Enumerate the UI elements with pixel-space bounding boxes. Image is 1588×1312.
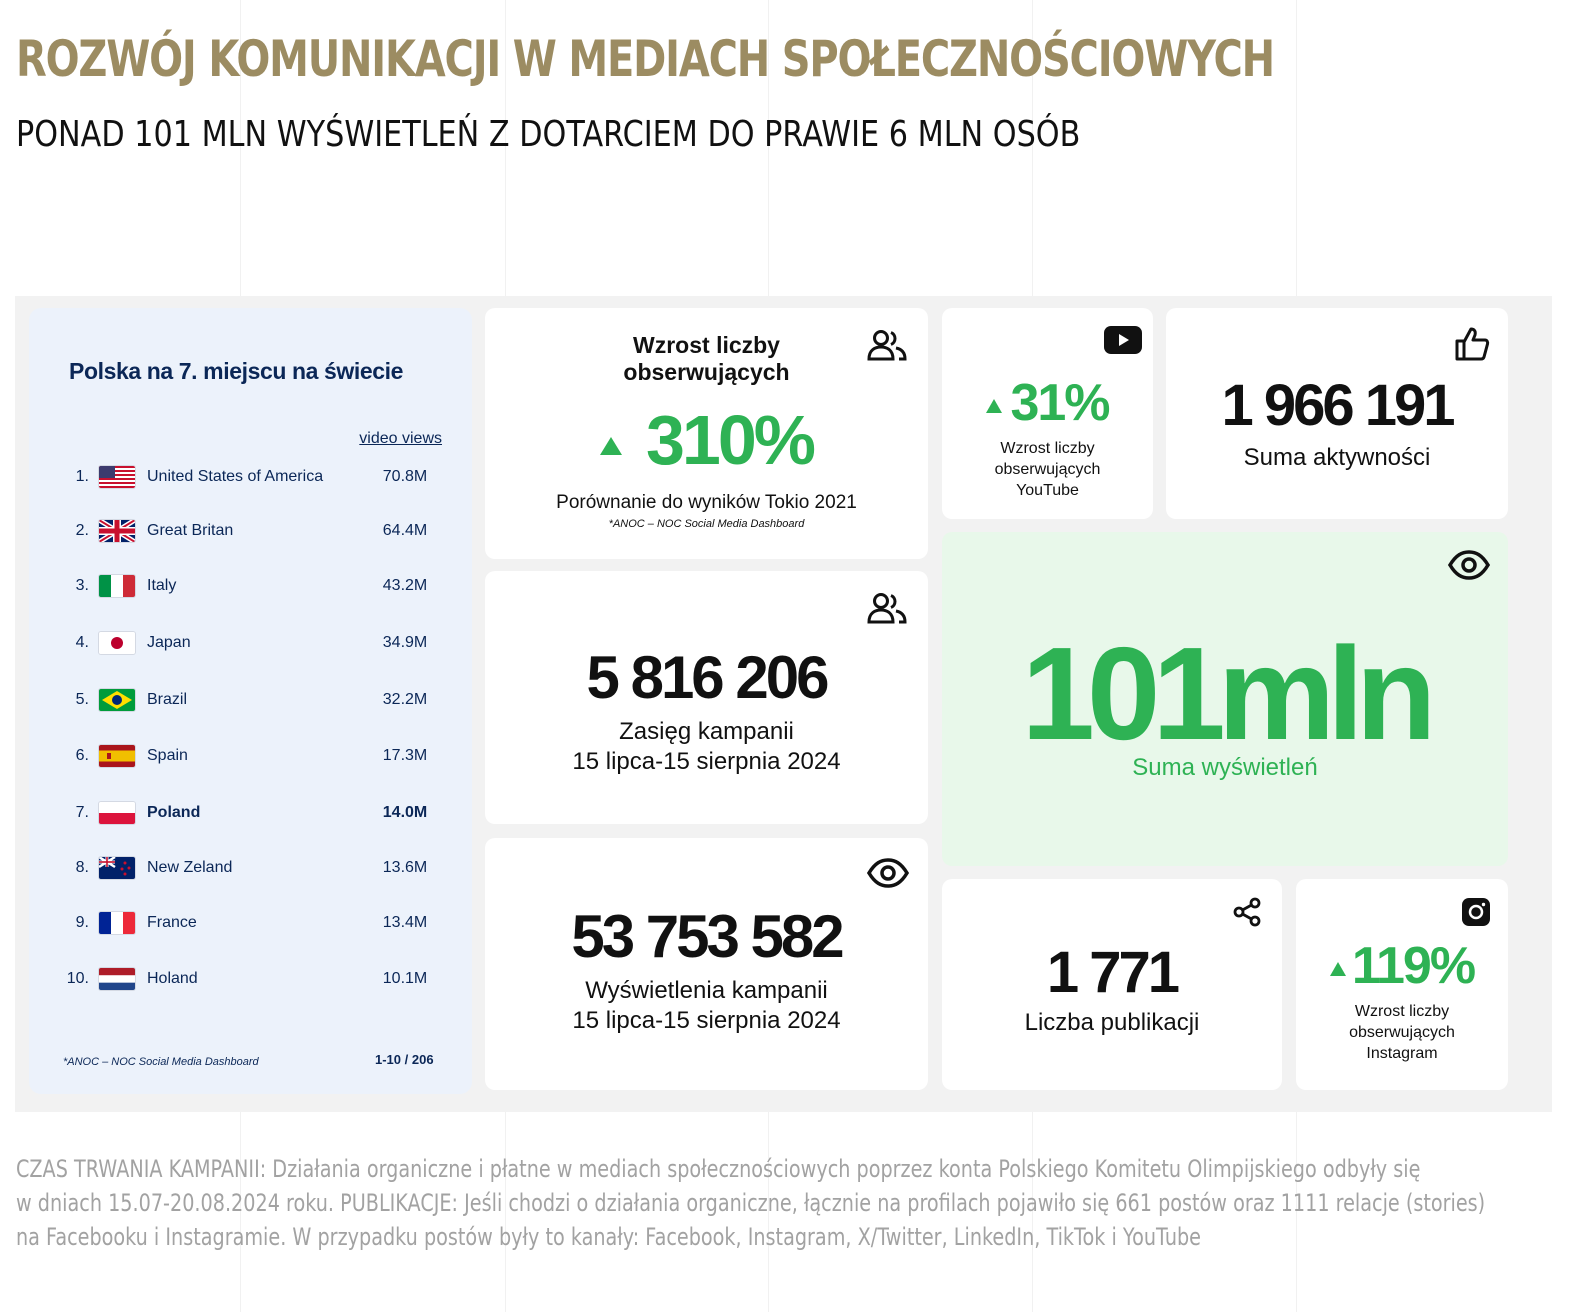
new-zealand-flag-icon: [99, 857, 135, 879]
spain-flag-icon: [99, 745, 135, 767]
publications-value: 1 771: [1046, 940, 1180, 1005]
reach-card: 5 816 206 Zasięg kampanii 15 lipca-15 si…: [485, 571, 928, 824]
people-icon: [867, 591, 907, 630]
uk-flag-icon: [99, 520, 135, 542]
country-name: Japan: [147, 634, 191, 651]
poland-flag-icon: [99, 802, 135, 824]
country-name: Brazil: [147, 691, 188, 708]
reach-value: 5 816 206: [586, 644, 830, 711]
video-views-value: 10.1M: [382, 970, 428, 987]
country-name: Spain: [147, 747, 188, 764]
youtube-card: 31% Wzrost liczby obserwujących YouTube: [942, 308, 1153, 519]
instagram-icon: [1461, 897, 1491, 932]
activity-card: 1 966 191 Suma aktywności: [1166, 308, 1508, 519]
ranking-title: Polska na 7. miejscu na świecie: [69, 358, 404, 384]
ranking-column-header[interactable]: video views: [359, 430, 442, 447]
ranking-card: Polska na 7. miejscu na świecie video vi…: [29, 308, 472, 1094]
ranking-row: 1. United States of America 70.8M: [29, 462, 472, 492]
ranking-row: 4. Japan 34.9M: [29, 628, 472, 658]
rank-number: 7.: [75, 804, 89, 821]
us-flag-icon: [99, 466, 135, 488]
youtube-growth-label: Wzrost liczby obserwujących YouTube: [994, 440, 1101, 499]
growth-arrow-icon: [599, 436, 622, 455]
instagram-growth-value: 119%: [1296, 937, 1508, 995]
country-name: Italy: [147, 577, 177, 594]
campaign-footnote: CZAS TRWANIA KAMPANII: Działania organic…: [16, 1155, 1486, 1251]
rank-number: 8.: [75, 859, 89, 876]
rank-number: 5.: [75, 691, 89, 708]
france-flag-icon: [99, 912, 135, 934]
ranking-row: 5. Brazil 32.2M: [29, 685, 472, 715]
video-views-value: 14.0M: [382, 804, 428, 821]
publications-card: 1 771 Liczba publikacji: [942, 879, 1282, 1090]
followers-growth-card: Wzrost liczby obserwujących 310% Porówna…: [485, 308, 928, 559]
growth-arrow-icon: [986, 399, 1003, 414]
country-name: Great Britan: [147, 522, 234, 539]
ranking-source: *ANOC – NOC Social Media Dashboard: [63, 1056, 259, 1068]
followers-growth-title: Wzrost liczby obserwujących: [623, 332, 790, 385]
video-views-value: 64.4M: [382, 522, 428, 539]
rank-number: 9.: [75, 914, 89, 931]
rank-number: 6.: [75, 747, 89, 764]
ranking-row: 2. Great Britan 64.4M: [29, 516, 472, 546]
video-views-value: 13.6M: [382, 859, 428, 876]
country-name: Holand: [147, 970, 198, 987]
total-views-value: 101mln: [1021, 620, 1437, 767]
ranking-row: 3. Italy 43.2M: [29, 571, 472, 601]
rank-number: 1.: [75, 468, 89, 485]
followers-growth-caption: Porównanie do wyników Tokio 2021: [556, 492, 857, 513]
activity-label: Suma aktywności: [1243, 444, 1431, 471]
total-views-label: Suma wyświetleń: [1132, 754, 1318, 781]
campaign-views-value: 53 753 582: [571, 903, 844, 970]
ranking-row: 9. France 13.4M: [29, 908, 472, 938]
page-title: ROZWÓJ KOMUNIKACJI W MEDIACH SPOŁECZNOŚC…: [16, 30, 1275, 88]
youtube-icon: [1104, 326, 1142, 359]
people-icon: [867, 328, 907, 367]
video-views-value: 70.8M: [382, 468, 428, 485]
netherlands-flag-icon: [99, 968, 135, 990]
thumbs-up-icon: [1454, 326, 1490, 367]
video-views-value: 13.4M: [382, 914, 428, 931]
ranking-pagination[interactable]: 1-10 / 206: [375, 1052, 434, 1067]
ranking-row-highlighted: 7. Poland 14.0M: [29, 798, 472, 828]
publications-label: Liczba publikacji: [1024, 1009, 1200, 1036]
brazil-flag-icon: [99, 689, 135, 711]
video-views-value: 17.3M: [382, 747, 428, 764]
video-views-value: 43.2M: [382, 577, 428, 594]
country-name: New Zeland: [147, 859, 233, 876]
dashboard: Polska na 7. miejscu na świecie video vi…: [15, 296, 1552, 1112]
campaign-views-card: 53 753 582 Wyświetlenia kampanii 15 lipc…: [485, 838, 928, 1090]
rank-number: 10.: [66, 970, 89, 987]
country-name: United States of America: [147, 468, 324, 485]
ranking-row: 8. New Zeland 13.6M: [29, 853, 472, 883]
eye-icon: [1447, 550, 1491, 585]
youtube-growth-value: 31%: [942, 374, 1153, 432]
japan-flag-icon: [99, 632, 135, 654]
rank-number: 4.: [75, 634, 89, 651]
eye-icon: [866, 858, 910, 893]
campaign-views-label: Wyświetlenia kampanii 15 lipca-15 sierpn…: [572, 977, 841, 1034]
share-icon: [1232, 897, 1262, 932]
ranking-row: 6. Spain 17.3M: [29, 741, 472, 771]
reach-label: Zasięg kampanii 15 lipca-15 sierpnia 202…: [572, 718, 841, 775]
country-name: France: [147, 914, 197, 931]
total-views-card: 101mln Suma wyświetleń: [942, 532, 1508, 866]
video-views-value: 34.9M: [382, 634, 428, 651]
page-subtitle: PONAD 101 MLN WYŚWIETLEŃ Z DOTARCIEM DO …: [16, 114, 1081, 155]
activity-value: 1 966 191: [1221, 373, 1455, 438]
italy-flag-icon: [99, 575, 135, 597]
rank-number: 3.: [75, 577, 89, 594]
instagram-card: 119% Wzrost liczby obserwujących Instagr…: [1296, 879, 1508, 1090]
video-views-value: 32.2M: [382, 691, 428, 708]
followers-growth-value: 310%: [485, 400, 928, 480]
instagram-growth-label: Wzrost liczby obserwujących Instagram: [1349, 1003, 1455, 1062]
ranking-row: 10. Holand 10.1M: [29, 964, 472, 994]
followers-growth-source: *ANOC – NOC Social Media Dashboard: [608, 518, 805, 530]
growth-arrow-icon: [1329, 962, 1346, 977]
rank-number: 2.: [75, 522, 89, 539]
country-name: Poland: [147, 804, 201, 821]
